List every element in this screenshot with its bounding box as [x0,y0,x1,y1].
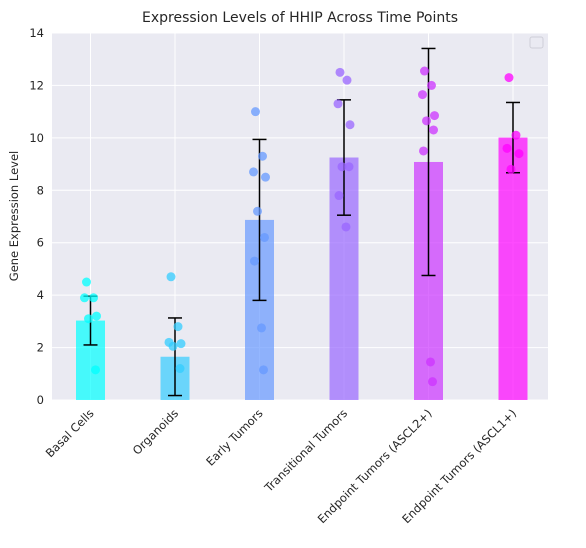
point-5-0 [504,73,514,83]
point-2-8 [259,365,268,375]
y-tick-label-5: 10 [29,131,44,145]
y-tick-label-4: 8 [37,183,44,197]
x-tick-labels: Basal Cells Organoids Early TumorsTransiti… [43,406,519,526]
point-5-2 [502,143,512,153]
point-3-3 [345,120,355,130]
point-1-0 [166,272,176,282]
point-3-6 [334,191,344,201]
point-2-0 [251,107,260,117]
point-2-1 [258,151,267,161]
y-tick-label-2: 4 [37,288,44,302]
point-2-7 [257,323,266,333]
chart-title: Expression Levels of HHIP Across Time Po… [142,10,458,26]
bar-5 [498,137,528,400]
point-1-4 [168,341,178,351]
point-5-1 [511,130,521,140]
point-0-5 [91,365,100,375]
point-0-2 [80,293,89,303]
point-4-7 [426,357,435,367]
point-3-2 [333,99,343,109]
y-tick-label-1: 2 [37,341,44,355]
point-4-6 [419,146,428,156]
x-tick-label-3: Transitional Tumors [261,406,350,495]
point-3-4 [337,162,347,172]
point-5-3 [514,149,524,159]
point-0-3 [92,311,101,321]
point-0-0 [82,277,91,287]
data-points [80,66,524,387]
x-tick-label-2: Early Tumors [203,406,265,468]
point-3-7 [341,222,351,232]
point-0-4 [84,314,93,324]
point-4-8 [428,377,437,387]
point-4-3 [430,111,439,121]
y-tick-label-6: 12 [29,78,44,92]
x-tick-label-1: Organoids [130,406,181,457]
point-3-0 [335,67,345,77]
x-tick-label-0: Basal Cells [43,406,97,460]
point-5-4 [506,164,516,174]
point-1-5 [175,364,185,374]
y-axis-label: Gene Expression Level [7,151,21,281]
point-2-6 [250,256,259,266]
point-2-5 [260,232,269,242]
point-3-1 [342,75,352,85]
point-4-0 [420,66,429,76]
point-0-1 [89,293,98,303]
error-bar-1 [168,317,182,397]
point-2-4 [253,206,262,216]
point-4-5 [429,125,438,135]
y-tick-label-7: 14 [29,26,44,40]
point-1-3 [176,339,186,349]
point-2-2 [249,167,258,177]
point-4-1 [427,80,436,90]
point-4-2 [418,90,427,100]
y-tick-label-0: 0 [37,393,44,407]
y-tick-labels: 0 2 4 6 8 10 12 14 [29,26,44,407]
legend-box[interactable] [529,36,544,49]
point-4-4 [422,116,431,126]
point-3-5 [344,162,354,172]
y-tick-label-3: 6 [37,236,44,250]
plot-area [52,33,548,400]
error-bar-2 [252,138,267,302]
point-1-1 [173,322,183,332]
point-2-3 [261,172,270,182]
